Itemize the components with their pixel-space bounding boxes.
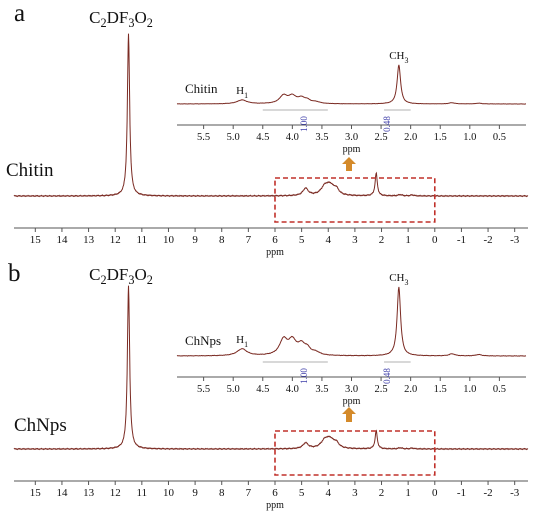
spectrum-line [13,285,529,451]
x-tick-label: -3 [510,487,520,499]
x-tick-label: 2 [379,234,385,246]
solvent-peak-label: C2DF3O2 [89,265,153,287]
x-tick-label: 1 [405,487,411,499]
inset-x-tick-label: 3.0 [345,132,358,143]
x-tick-label: 12 [110,487,121,499]
x-tick-label: 13 [83,234,95,246]
x-tick-label: 7 [246,487,252,499]
inset-x-tick-label: 1.5 [434,132,447,143]
x-tick-label: 4 [326,234,332,246]
x-tick-label: 2 [379,487,385,499]
panel-label: a [14,0,25,27]
inset-x-axis-label: ppm [343,144,361,155]
x-tick-label: 0 [432,487,438,499]
inset-x-tick-label: 0.5 [493,384,506,395]
x-tick-label: -1 [457,234,466,246]
x-tick-label: -2 [483,487,492,499]
inset-sample-label: ChNps [185,333,221,348]
x-axis-label: ppm [266,247,284,258]
inset-x-axis-label: ppm [343,396,361,407]
x-tick-label: 12 [110,234,121,246]
zoom-arrow-icon [342,407,356,422]
inset-x-tick-label: 0.5 [493,132,506,143]
x-tick-label: 1 [405,234,411,246]
sample-label: ChNps [14,415,67,436]
zoom-arrow-icon [342,157,356,171]
x-tick-label: 6 [272,234,278,246]
zoom-region-box [274,430,436,476]
peak-label: CH3 [389,272,408,287]
inset-x-tick-label: 4.0 [286,384,299,395]
x-tick-label: 15 [30,487,42,499]
integral-value: 1.00 [299,368,309,384]
inset-x-tick-label: 2.5 [375,384,388,395]
x-tick-label: 11 [137,234,148,246]
peak-label: H1 [236,85,248,100]
x-tick-label: 10 [163,234,175,246]
inset-x-tick-label: 1.0 [463,384,476,395]
x-tick-label: -2 [483,234,492,246]
inset-spectrum-line [176,64,526,105]
x-tick-label: 5 [299,487,305,499]
panel-a: 15 14 13 12 11 10 9 8 7 6 5 4 3 2 1 0 -1 -2 -3ppmaChitinC2… [6,0,529,258]
inset-x-tick-label: 3.5 [315,384,328,395]
x-tick-label: 0 [432,234,438,246]
peak-label: CH3 [389,50,408,65]
x-tick-label: 13 [83,487,95,499]
x-tick-label: 14 [56,487,68,499]
x-tick-label: 11 [137,487,148,499]
x-tick-label: 6 [272,487,278,499]
x-tick-label: 4 [326,487,332,499]
x-tick-label: 8 [219,234,225,246]
inset-x-tick-label: 5.5 [197,384,210,395]
x-tick-label: 8 [219,487,225,499]
inset-spectrum-line [176,286,527,357]
panel-b: 15 14 13 12 11 10 9 8 7 6 5 4 3 2 1 0 -1 -2 -3ppmbChNpsC2D… [8,260,529,511]
inset-x-tick-label: 5.0 [227,384,240,395]
x-tick-label: 9 [192,234,198,246]
integral-value: 0.48 [382,368,392,384]
solvent-peak-label: C2DF3O2 [89,8,153,30]
x-tick-label: 5 [299,234,305,246]
inset-x-tick-label: 5.0 [227,132,240,143]
sample-label: Chitin [6,160,54,181]
inset-x-tick-label: 1.0 [463,132,476,143]
inset-x-tick-label: 3.5 [315,132,328,143]
inset-x-tick-label: 4.0 [286,132,299,143]
inset-x-tick-label: 4.5 [256,384,269,395]
inset-x-tick-label: 2.0 [404,384,417,395]
spectrum-line [13,33,529,198]
x-tick-label: 15 [30,234,42,246]
zoom-region-box [274,177,436,223]
x-tick-label: 3 [352,487,358,499]
inset-sample-label: Chitin [185,81,218,96]
x-tick-label: 3 [352,234,358,246]
x-tick-label: 10 [163,487,175,499]
x-tick-label: 14 [56,234,68,246]
x-tick-label: 9 [192,487,198,499]
inset-x-tick-label: 3.0 [345,384,358,395]
panel-label: b [8,260,21,287]
x-tick-label: -3 [510,234,520,246]
x-axis-label: ppm [266,500,284,511]
inset-x-tick-label: 2.0 [404,132,417,143]
inset-x-tick-label: 1.5 [434,384,447,395]
inset-x-tick-label: 2.5 [375,132,388,143]
peak-label: H1 [236,334,248,349]
inset-x-tick-label: 4.5 [256,132,269,143]
inset-x-tick-label: 5.5 [197,132,210,143]
x-tick-label: -1 [457,487,466,499]
integral-value: 0.48 [382,116,392,132]
integral-value: 1.00 [299,116,309,132]
x-tick-label: 7 [246,234,252,246]
